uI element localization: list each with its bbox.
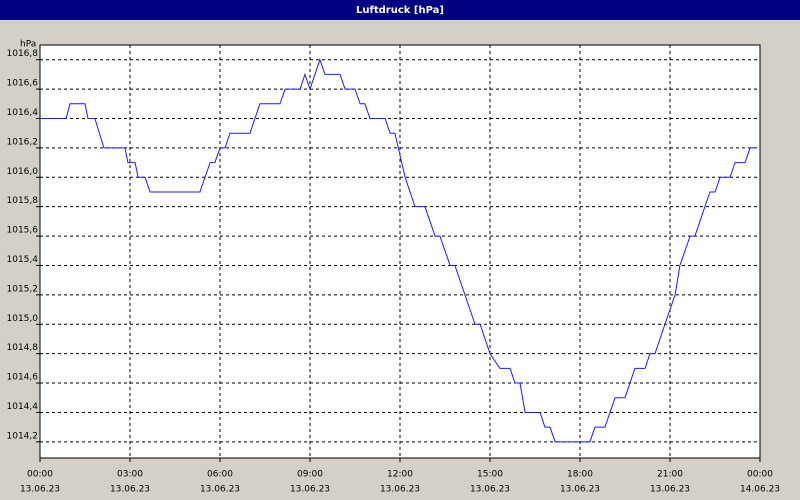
- x-tick-label: 21:00: [657, 470, 683, 480]
- y-tick-label: 1014,4: [7, 402, 39, 412]
- x-tick-label: 03:00: [117, 470, 143, 480]
- y-tick-label: 1015,6: [7, 226, 39, 236]
- x-tick-label: 12:00: [387, 470, 413, 480]
- x-tick-date: 14.06.23: [740, 485, 780, 495]
- y-tick-label: 1014,2: [7, 431, 39, 441]
- title-bar: [0, 0, 800, 20]
- chart-title: Luftdruck [hPa]: [356, 5, 444, 16]
- x-tick-label: 18:00: [567, 470, 593, 480]
- x-tick-date: 13.06.23: [470, 485, 510, 495]
- x-tick-label: 06:00: [207, 470, 233, 480]
- y-tick-label: 1015,2: [7, 284, 39, 294]
- y-tick-label: 1015,4: [7, 255, 39, 265]
- y-unit: hPa: [20, 40, 36, 50]
- x-tick-date: 13.06.23: [110, 485, 150, 495]
- y-tick-label: 1016,8: [7, 49, 39, 59]
- x-tick-date: 13.06.23: [290, 485, 330, 495]
- x-tick-label: 00:00: [747, 470, 773, 480]
- x-tick-date: 13.06.23: [380, 485, 420, 495]
- y-tick-label: 1015,8: [7, 196, 39, 206]
- x-tick-date: 13.06.23: [560, 485, 600, 495]
- x-tick-date: 13.06.23: [650, 485, 690, 495]
- x-tick-label: 09:00: [297, 470, 323, 480]
- x-tick-date: 13.06.23: [200, 485, 240, 495]
- y-tick-label: 1014,8: [7, 343, 39, 353]
- x-tick-label: 15:00: [477, 470, 503, 480]
- x-tick-label: 00:00: [27, 470, 53, 480]
- y-tick-label: 1015,0: [7, 314, 39, 324]
- y-tick-label: 1016,4: [7, 108, 39, 118]
- y-tick-label: 1016,6: [7, 79, 39, 89]
- x-tick-date: 13.06.23: [20, 485, 60, 495]
- y-tick-label: 1016,0: [7, 167, 39, 177]
- y-tick-label: 1014,6: [7, 373, 39, 383]
- data-line: [40, 58, 755, 443]
- y-tick-label: 1016,2: [7, 137, 39, 147]
